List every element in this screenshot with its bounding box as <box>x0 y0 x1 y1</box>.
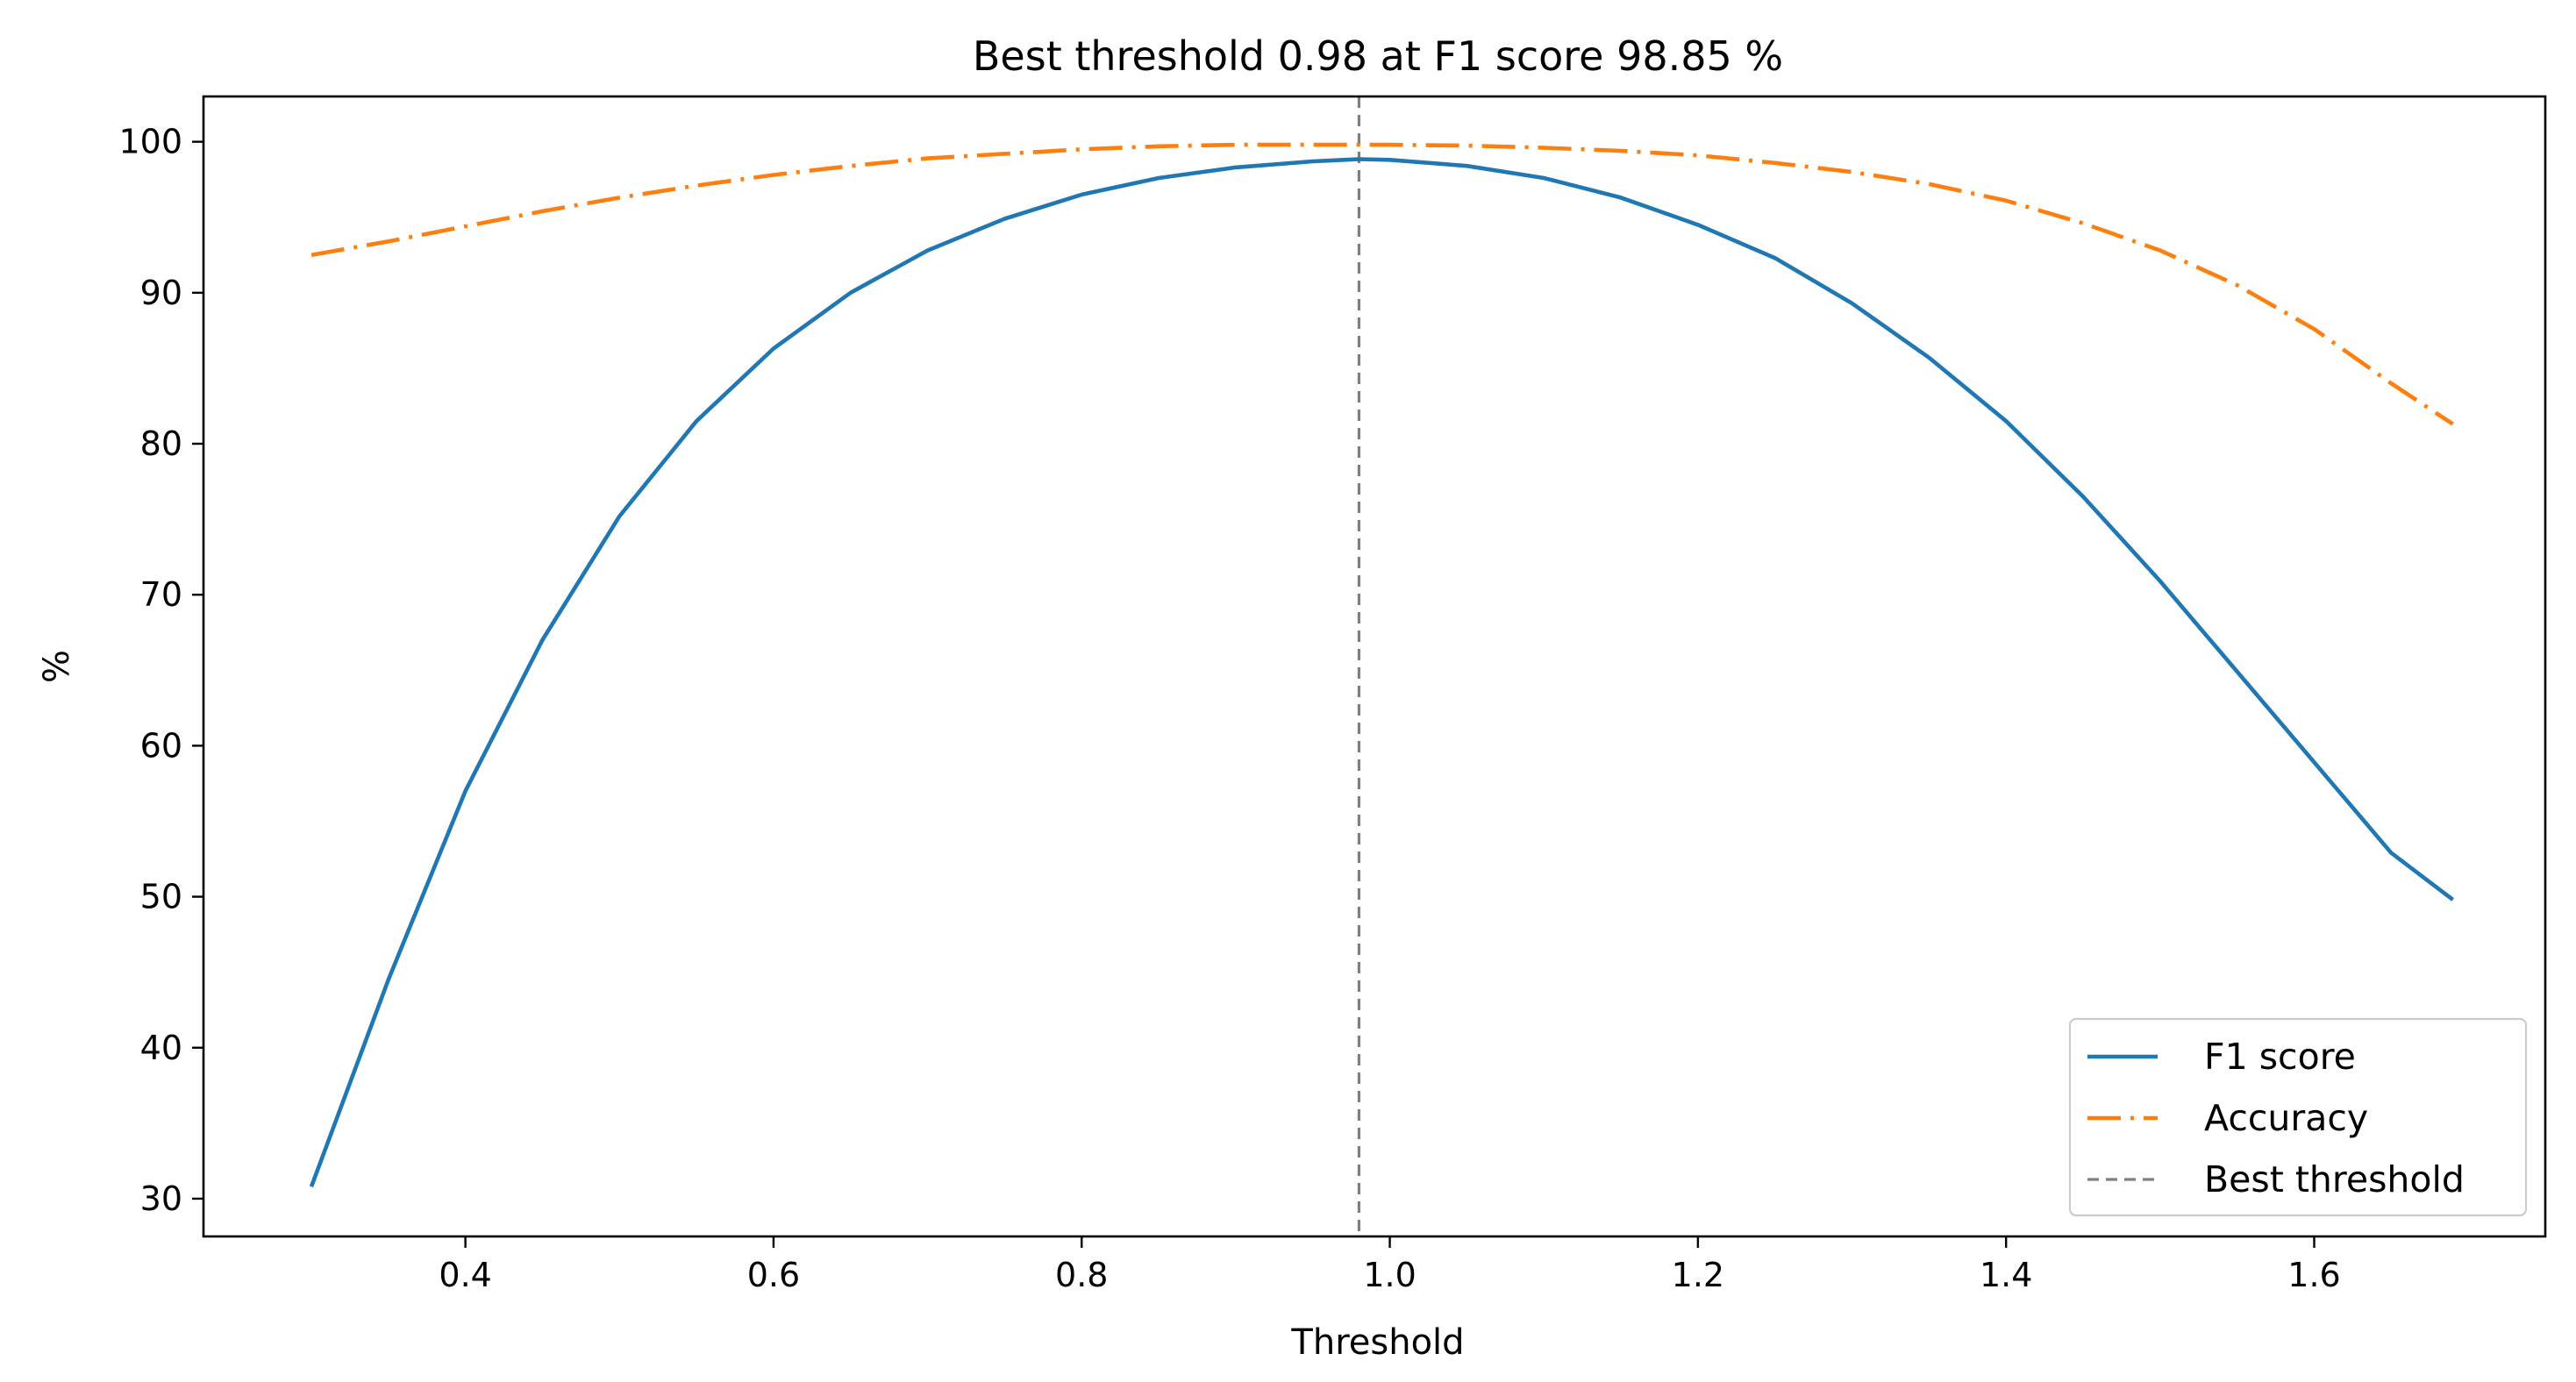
axes-frame <box>202 95 2547 1238</box>
x-tick-label: 1.4 <box>1980 1256 2032 1294</box>
y-tick-label: 60 <box>140 726 182 765</box>
y-tick-label: 40 <box>140 1029 182 1067</box>
legend-label-accuracy: Accuracy <box>2204 1097 2368 1139</box>
legend: F1 score Accuracy Best threshold <box>2068 1017 2528 1217</box>
x-tick-label: 0.4 <box>439 1256 491 1294</box>
y-tick-label: 90 <box>140 274 182 312</box>
legend-label-f1-score: F1 score <box>2204 1036 2356 1078</box>
legend-box <box>2068 1017 2528 1217</box>
y-tick-label: 70 <box>140 575 182 614</box>
x-tick-label: 0.8 <box>1055 1256 1108 1294</box>
series-line-f1-score <box>309 157 2454 1188</box>
x-tick-label: 1.6 <box>2287 1256 2340 1294</box>
axes: 0.4 0.6 0.8 1.0 1.2 1.4 1.6 30 40 50 60 70 80 90 100 <box>118 95 2547 1294</box>
x-axis-label: Threshold <box>1290 1322 1464 1363</box>
y-axis-label: % <box>37 650 77 683</box>
x-tick-label: 1.0 <box>1363 1256 1416 1294</box>
y-tick-label: 80 <box>140 424 182 463</box>
x-tick-label: 1.2 <box>1672 1256 1724 1294</box>
y-tick-label: 30 <box>140 1179 182 1218</box>
x-tick-label: 0.6 <box>747 1256 800 1294</box>
y-tick-label: 100 <box>118 123 182 161</box>
chart-title: Best threshold 0.98 at F1 score 98.85 % <box>973 32 1783 80</box>
plot-area <box>309 96 2454 1236</box>
legend-label-best-threshold: Best threshold <box>2204 1158 2465 1200</box>
series-line-accuracy <box>310 142 2454 426</box>
y-tick-label: 50 <box>140 878 182 916</box>
